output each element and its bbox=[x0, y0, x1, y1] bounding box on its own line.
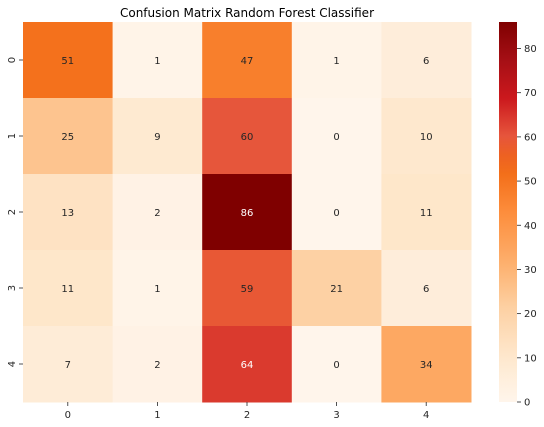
heatmap-cell-3-4 bbox=[381, 250, 472, 327]
y-tick-label-4: 4 bbox=[7, 361, 18, 367]
x-tick-label-0: 0 bbox=[65, 410, 71, 421]
cell-value-2-0: 13 bbox=[61, 208, 74, 219]
cell-value-2-2: 86 bbox=[241, 208, 254, 219]
cell-value-4-4: 34 bbox=[420, 360, 433, 371]
heatmap-cell-3-0 bbox=[23, 250, 114, 327]
cell-value-2-1: 2 bbox=[154, 208, 160, 219]
heatmap-cell-0-0 bbox=[23, 22, 114, 99]
colorbar-tick-label-8: 80 bbox=[524, 44, 537, 55]
y-tick-label-0: 0 bbox=[7, 57, 18, 63]
cell-value-4-2: 64 bbox=[241, 360, 254, 371]
heatmap-cell-0-3 bbox=[291, 22, 382, 99]
cell-value-0-2: 47 bbox=[241, 56, 254, 67]
heatmap-cell-0-4 bbox=[381, 22, 472, 99]
colorbar-tick-label-1: 10 bbox=[524, 353, 537, 364]
colorbar-tick-label-0: 0 bbox=[524, 398, 530, 409]
x-tick-label-3: 3 bbox=[333, 410, 339, 421]
chart-title: Confusion Matrix Random Forest Classifie… bbox=[120, 6, 374, 20]
heatmap-cell-1-2 bbox=[202, 98, 293, 175]
heatmap-cell-2-1 bbox=[112, 174, 203, 251]
cell-value-3-0: 11 bbox=[61, 284, 74, 295]
x-tick-label-4: 4 bbox=[423, 410, 429, 421]
cell-value-3-3: 21 bbox=[330, 284, 343, 295]
heatmap-cell-3-3 bbox=[291, 250, 382, 327]
heatmap-cell-4-3 bbox=[291, 326, 382, 403]
colorbar-tick-label-2: 20 bbox=[524, 309, 537, 320]
heatmap-cell-2-4 bbox=[381, 174, 472, 251]
cell-value-3-1: 1 bbox=[154, 284, 160, 295]
cell-value-1-2: 60 bbox=[241, 132, 254, 143]
cell-value-1-3: 0 bbox=[333, 132, 339, 143]
x-tick-label-2: 2 bbox=[244, 410, 250, 421]
cell-value-1-1: 9 bbox=[154, 132, 160, 143]
y-tick-label-2: 2 bbox=[7, 209, 18, 215]
heatmap-cell-1-3 bbox=[291, 98, 382, 175]
heatmap-cell-0-1 bbox=[112, 22, 203, 99]
cell-value-0-0: 51 bbox=[61, 56, 74, 67]
cell-value-2-4: 11 bbox=[420, 208, 433, 219]
heatmap-cell-3-1 bbox=[112, 250, 203, 327]
heatmap-cell-4-2 bbox=[202, 326, 293, 403]
y-tick-label-1: 1 bbox=[7, 133, 18, 139]
colorbar-tick-label-5: 50 bbox=[524, 177, 537, 188]
colorbar: 0 10 20 30 40 50 60 70 80 bbox=[499, 22, 537, 409]
colorbar-tick-label-4: 40 bbox=[524, 221, 537, 232]
colorbar-tick-label-3: 30 bbox=[524, 265, 537, 276]
heatmap-cell-1-0 bbox=[23, 98, 114, 175]
cell-value-4-3: 0 bbox=[333, 360, 339, 371]
cell-value-2-3: 0 bbox=[333, 208, 339, 219]
cell-value-1-0: 25 bbox=[61, 132, 74, 143]
heatmap-cell-1-4 bbox=[381, 98, 472, 175]
x-axis: 0 1 2 3 4 bbox=[65, 402, 429, 421]
colorbar-tick-label-6: 60 bbox=[524, 132, 537, 143]
cell-value-3-2: 59 bbox=[241, 284, 254, 295]
heatmap-cell-4-0 bbox=[23, 326, 114, 403]
heatmap-cell-1-1 bbox=[112, 98, 203, 175]
cell-value-0-3: 1 bbox=[333, 56, 339, 67]
colorbar-tick-label-7: 70 bbox=[524, 88, 537, 99]
heatmap-cell-0-2 bbox=[202, 22, 293, 99]
heatmap-cell-4-4 bbox=[381, 326, 472, 403]
cell-value-4-1: 2 bbox=[154, 360, 160, 371]
heatmap-cell-2-2 bbox=[202, 174, 293, 251]
heatmap-cell-3-2 bbox=[202, 250, 293, 327]
cell-value-0-4: 6 bbox=[423, 56, 429, 67]
y-axis: 0 1 2 3 4 bbox=[7, 57, 23, 367]
cell-value-4-0: 7 bbox=[65, 360, 71, 371]
y-tick-label-3: 3 bbox=[7, 285, 18, 291]
heatmap-cell-4-1 bbox=[112, 326, 203, 403]
heatmap-cell-2-3 bbox=[291, 174, 382, 251]
cell-value-0-1: 1 bbox=[154, 56, 160, 67]
x-tick-label-1: 1 bbox=[154, 410, 160, 421]
heatmap-cell-2-0 bbox=[23, 174, 114, 251]
colorbar-gradient bbox=[499, 22, 517, 402]
cell-value-1-4: 10 bbox=[420, 132, 433, 143]
cell-value-3-4: 6 bbox=[423, 284, 429, 295]
